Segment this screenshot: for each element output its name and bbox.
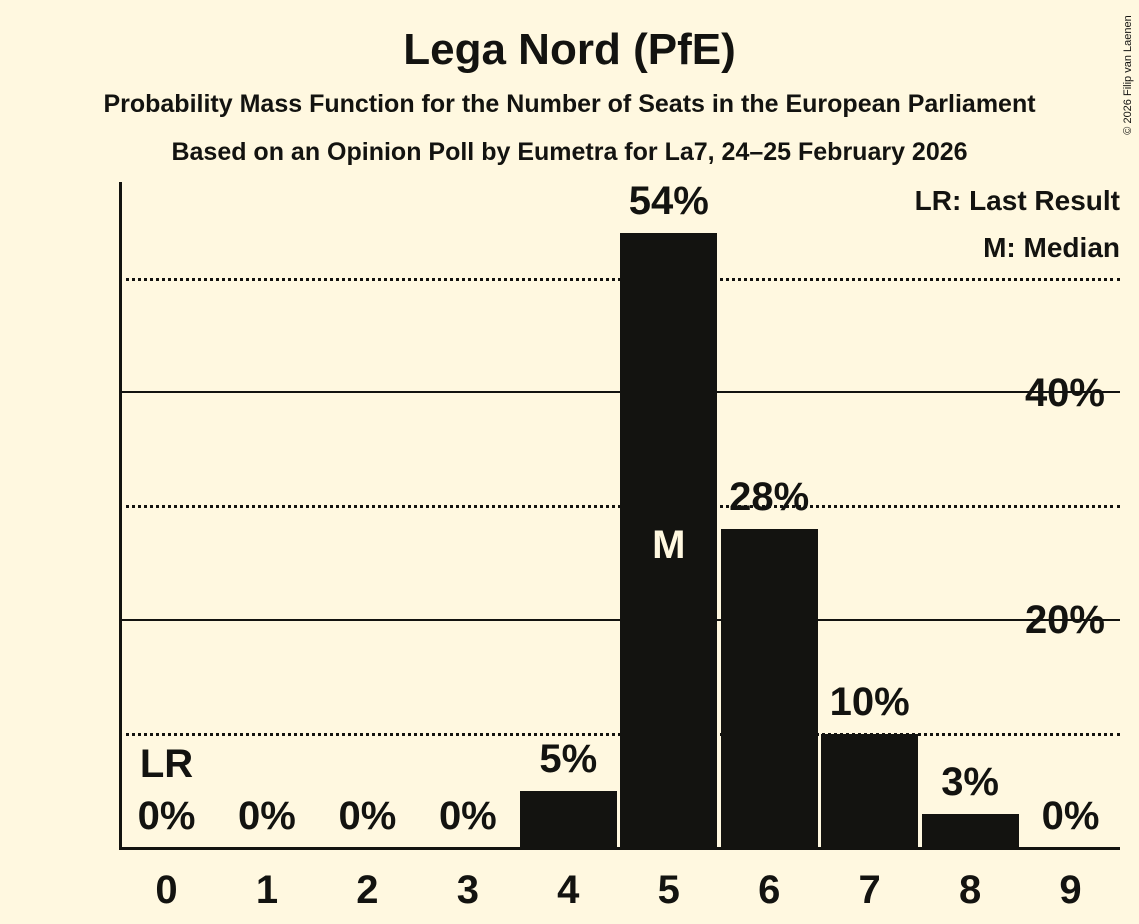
bar-value-label-8: 3% xyxy=(941,759,999,804)
gridline-40 xyxy=(119,391,1120,394)
legend-last-result: LR: Last Result xyxy=(914,185,1120,216)
bar-value-label-9: 0% xyxy=(1041,794,1100,838)
copyright-notice: © 2026 Filip van Laenen xyxy=(1122,15,1134,135)
chart-bar-6 xyxy=(720,529,818,848)
x-axis-label-4: 4 xyxy=(557,868,580,912)
median-marker: M xyxy=(652,522,686,567)
chart-subtitle: Probability Mass Function for the Number… xyxy=(103,90,1036,118)
chart-source-line: Based on an Opinion Poll by Eumetra for … xyxy=(171,138,968,166)
x-axis-label-5: 5 xyxy=(657,868,680,912)
gridline-10 xyxy=(119,732,1120,736)
chart-bar-8 xyxy=(921,813,1019,848)
bar-value-label-4: 5% xyxy=(539,737,598,782)
x-axis-label-0: 0 xyxy=(155,868,178,912)
y-axis-label-20: 20% xyxy=(1024,598,1105,643)
chart-bar-5 xyxy=(620,233,718,848)
bar-value-label-6: 28% xyxy=(729,475,810,520)
chart-bar-7 xyxy=(821,734,919,848)
x-axis-label-2: 2 xyxy=(356,868,379,912)
x-axis-label-6: 6 xyxy=(758,868,781,912)
y-axis-label-40: 40% xyxy=(1024,370,1105,415)
chart-bar-4 xyxy=(519,791,617,848)
x-axis-label-9: 9 xyxy=(1059,868,1082,912)
chart-title: Lega Nord (PfE) xyxy=(403,25,736,74)
bar-value-label-3: 0% xyxy=(438,794,497,838)
x-axis-label-3: 3 xyxy=(456,868,479,912)
bar-value-label-7: 10% xyxy=(829,680,910,725)
x-axis-label-1: 1 xyxy=(255,868,279,912)
bar-value-label-2: 0% xyxy=(338,794,397,838)
x-axis-label-8: 8 xyxy=(958,868,982,912)
gridline-50 xyxy=(119,277,1120,281)
last-result-marker: LR xyxy=(139,742,194,786)
gridline-20 xyxy=(119,618,1120,621)
bar-value-label-1: 0% xyxy=(238,794,296,838)
bar-value-label-0: 0% xyxy=(137,794,196,838)
gridline-30 xyxy=(119,505,1120,509)
bar-value-label-5: 54% xyxy=(628,179,709,224)
legend-median: M: Median xyxy=(983,232,1120,263)
y-axis-line xyxy=(119,182,122,848)
x-axis-line xyxy=(119,847,1120,850)
x-axis-label-7: 7 xyxy=(858,868,881,912)
